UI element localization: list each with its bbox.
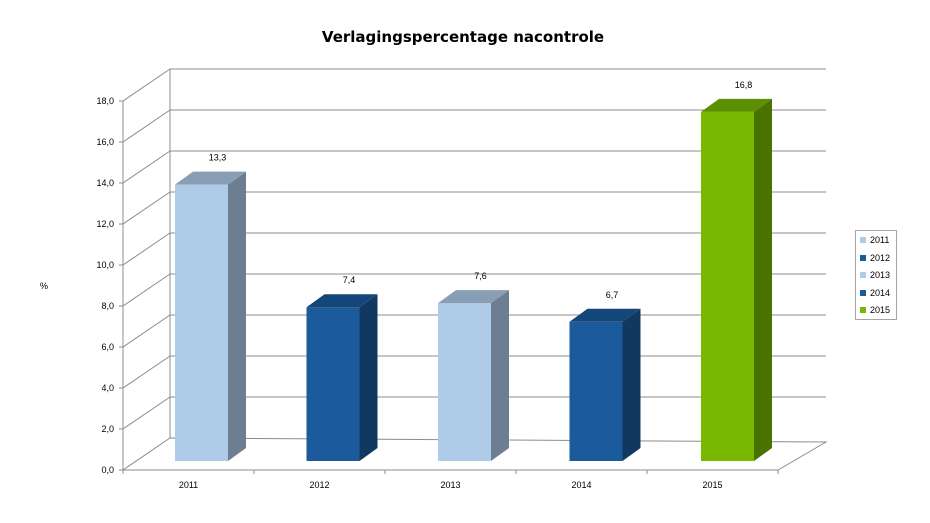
gridline-side: [122, 232, 171, 266]
bar-2014: [569, 308, 641, 461]
x-tick-label: 2015: [702, 480, 722, 490]
data-label: 7,4: [343, 275, 356, 285]
y-tick-label: 6,0: [101, 342, 114, 352]
y-tick-labels: 0,0 2,0 4,0 6,0 8,0 10,0 12,0 14,0 16,0 18,0: [96, 96, 114, 475]
x-tick-labels: 2011 2012 2013 2014 2015: [179, 480, 723, 490]
chart-title: Verlagingspercentage nacontrole: [322, 28, 604, 46]
bar-side: [622, 308, 641, 461]
data-label: 16,8: [735, 80, 753, 90]
legend-swatch: [860, 254, 866, 261]
bar-side: [491, 290, 509, 461]
gridline-side: [122, 191, 171, 225]
bar-side: [228, 171, 246, 461]
bar-2012: [306, 294, 378, 461]
bar-top: [701, 98, 772, 112]
data-label: 13,3: [209, 153, 227, 163]
gridline-side: [122, 273, 171, 307]
bar-front: [175, 184, 228, 461]
bar-front: [569, 321, 623, 461]
data-label: 7,6: [474, 271, 487, 281]
legend-item-2013: 2013: [860, 268, 890, 282]
legend-item-2015: 2015: [860, 303, 890, 317]
data-label: 6,7: [606, 290, 619, 300]
axes: [119, 69, 828, 474]
legend-label: 2013: [870, 270, 891, 280]
bar-top: [306, 294, 378, 308]
legend-label: 2015: [870, 305, 891, 315]
legend-label: 2011: [870, 235, 890, 245]
y-tick-label: 12,0: [96, 219, 114, 229]
y-tick-label: 4,0: [101, 383, 114, 393]
x-tick-label: 2012: [309, 480, 329, 490]
y-tick-label: 18,0: [96, 96, 114, 106]
bar-2015: [701, 98, 772, 461]
bar-top: [175, 171, 246, 185]
x-tick-label: 2011: [179, 480, 198, 490]
gridline-side: [122, 314, 171, 348]
gridline-side: [122, 355, 171, 389]
bar-2011: [175, 171, 246, 461]
legend-swatch: [860, 307, 866, 313]
legend-swatch: [860, 289, 866, 296]
legend: 2011 2012 2013 2014 2015: [855, 230, 897, 320]
gridline-side: [122, 109, 171, 143]
legend-swatch: [860, 272, 866, 278]
bar-front: [438, 303, 491, 461]
bar-top: [569, 308, 641, 322]
y-axis-label: %: [40, 281, 48, 291]
x-tick-label: 2014: [571, 480, 591, 490]
y-tick-label: 8,0: [101, 301, 114, 311]
bar-front: [306, 307, 360, 461]
x-tick-label: 2013: [440, 480, 460, 490]
bar-2013: [438, 290, 509, 461]
y-tick-label: 14,0: [96, 178, 114, 188]
bar-side: [754, 98, 772, 461]
y-tick-label: 2,0: [101, 424, 114, 434]
legend-item-2014: 2014: [860, 286, 890, 300]
bar-front: [701, 111, 754, 461]
gridline-side: [122, 396, 171, 430]
y-tick-label: 16,0: [96, 137, 114, 147]
y-tick-label: 0,0: [101, 465, 114, 475]
legend-label: 2014: [870, 287, 891, 298]
gridline-side: [122, 68, 171, 102]
legend-label: 2012: [870, 252, 891, 263]
bar-top: [438, 290, 509, 304]
bars: 13,3 7,4 7,6 6,7 16,8: [175, 80, 772, 461]
legend-item-2011: 2011: [860, 233, 889, 247]
y-tick-label: 10,0: [96, 260, 114, 270]
legend-swatch: [860, 237, 866, 243]
legend-item-2012: 2012: [860, 251, 890, 265]
bar-side: [359, 294, 378, 461]
gridline-side: [122, 150, 171, 184]
